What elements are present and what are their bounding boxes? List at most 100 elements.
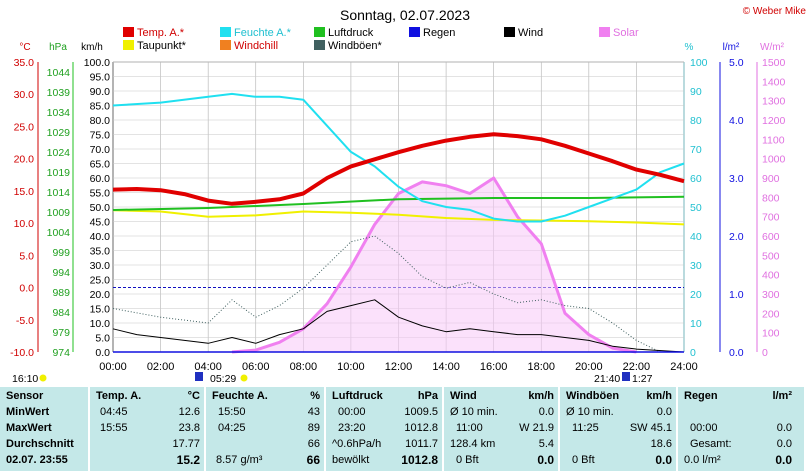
wind-tick-label: 60.0 xyxy=(90,173,111,185)
hum-current-value: 66 xyxy=(306,453,320,467)
solar-tick-label: 300 xyxy=(762,289,780,301)
pressure-tick-label: 999 xyxy=(52,247,70,259)
rain-tick-label: 5.0 xyxy=(729,57,744,69)
humidity-tick-label: 60 xyxy=(690,173,702,185)
legend-label: Taupunkt* xyxy=(137,40,187,52)
solar-area xyxy=(231,178,637,352)
pressure-tick-label: 984 xyxy=(52,307,70,319)
press-max-time: 23:20 xyxy=(338,422,366,434)
rain-tick-label: 1.0 xyxy=(729,289,744,301)
pressure-axis-unit: hPa xyxy=(49,42,67,53)
solar-axis-unit: W/m² xyxy=(760,42,785,53)
legend-swatch xyxy=(123,40,134,50)
wind-tick-label: 80.0 xyxy=(90,115,111,127)
humidity-tick-label: 30 xyxy=(690,260,702,272)
press-trend: ^0.6hPa/h xyxy=(332,438,382,450)
col-wind: Wind km/h Ø 10 min. 0.0 11:00 W 21.9 128.4 … xyxy=(442,387,558,471)
legend-label: Luftdruck xyxy=(328,27,374,39)
x-tick-label: 18:00 xyxy=(527,361,555,373)
temp-tick-label: 15.0 xyxy=(14,186,35,198)
wind-tick-label: 50.0 xyxy=(90,202,111,214)
x-tick-label: 22:00 xyxy=(623,361,651,373)
pressure-tick-label: 1034 xyxy=(47,107,71,119)
pressure-tick-label: 1014 xyxy=(47,187,71,199)
legend-swatch xyxy=(123,27,134,37)
wind-beaufort: 0 Bft xyxy=(456,454,479,466)
legend-label: Solar xyxy=(613,27,639,39)
header-rain-unit: l/m² xyxy=(772,390,792,402)
row-label-current: 02.07. 23:55 xyxy=(6,454,68,466)
rain-tick-label: 0.0 xyxy=(729,347,744,359)
header-pressure: Luftdruck xyxy=(332,390,383,402)
legend-label: Windböen* xyxy=(328,40,383,52)
temp-max-time: 15:55 xyxy=(100,422,128,434)
chart-legend: Temp. A.* Feuchte A.* Luftdruck Regen Wind So… xyxy=(123,27,639,52)
temp-max-value: 23.8 xyxy=(178,422,200,434)
wind-tick-label: 90.0 xyxy=(90,86,111,98)
x-tick-label: 06:00 xyxy=(242,361,270,373)
legend-swatch xyxy=(504,27,515,37)
col-pressure: Luftdruck hPa 00:00 1009.5 23:20 1012.8 ^0.… xyxy=(324,387,442,471)
wind-distance: 128.4 km xyxy=(450,438,496,450)
solar-tick-label: 900 xyxy=(762,173,780,185)
legend-swatch xyxy=(409,27,420,37)
humidity-tick-label: 90 xyxy=(690,86,702,98)
press-max-value: 1012.8 xyxy=(404,422,438,434)
legend-swatch xyxy=(314,27,325,37)
temp-tick-label: 30.0 xyxy=(14,89,35,101)
pressure-tick-label: 994 xyxy=(52,267,70,279)
temp-min-time: 04:45 xyxy=(100,406,128,418)
press-min-time: 00:00 xyxy=(338,406,366,418)
wind-tick-label: 85.0 xyxy=(90,101,111,113)
rain-tick-label: 3.0 xyxy=(729,173,744,185)
chart-series xyxy=(112,92,685,354)
temp-tick-label: 35.0 xyxy=(14,57,35,69)
wind-tick-label: 70.0 xyxy=(90,144,111,156)
wind-tick-label: 0.0 xyxy=(95,347,110,359)
header-temp: Temp. A. xyxy=(96,390,142,402)
pressure-tick-label: 1044 xyxy=(47,67,71,79)
gust-min-value: 0.0 xyxy=(656,406,672,418)
humidity-tick-label: 20 xyxy=(690,289,702,301)
rain-tick-label: 2.0 xyxy=(729,231,744,243)
legend-label: Regen xyxy=(423,27,455,39)
humidity-tick-label: 50 xyxy=(690,202,702,214)
rain-max-time: 00:00 xyxy=(690,422,718,434)
header-wind: Wind xyxy=(450,390,477,402)
gusts-series xyxy=(112,235,661,353)
header-temp-unit: °C xyxy=(187,390,200,402)
press-current-value: 1012.8 xyxy=(401,453,438,467)
row-label-min: MinWert xyxy=(6,406,50,418)
pressure-tick-label: 1004 xyxy=(47,227,71,239)
gust-avg-value: 18.6 xyxy=(650,438,672,450)
wind-tick-label: 40.0 xyxy=(90,231,111,243)
sun-info: 16:10 05:29 21:40 1:27 xyxy=(12,372,653,385)
humidity-axis-unit: % xyxy=(685,42,694,53)
temp-tick-label: -10.0 xyxy=(10,347,34,359)
sunset-time: 21:40 xyxy=(594,373,620,385)
rain-rate: 0.0 l/m² xyxy=(684,454,721,466)
wind-tick-label: 35.0 xyxy=(90,246,111,258)
sunrise-time: 05:29 xyxy=(210,373,236,385)
x-tick-label: 00:00 xyxy=(99,361,127,373)
wind-series xyxy=(112,299,685,353)
press-min-value: 1009.5 xyxy=(404,406,438,418)
wind-tick-label: 55.0 xyxy=(90,188,111,200)
stats-table: Sensor MinWert MaxWert Durchschnitt 02.0… xyxy=(0,387,804,471)
solar-tick-label: 1400 xyxy=(762,76,786,88)
wind-min-label: Ø 10 min. xyxy=(450,406,498,418)
wind-axis-unit: km/h xyxy=(81,42,103,53)
wind-tick-label: 45.0 xyxy=(90,217,111,229)
row-label-max: MaxWert xyxy=(6,422,52,434)
temp-tick-label: -5.0 xyxy=(16,315,34,327)
solar-tick-label: 1100 xyxy=(762,134,785,146)
humidity-tick-label: 0 xyxy=(690,347,696,359)
solar-tick-label: 0 xyxy=(762,347,768,359)
header-rain: Regen xyxy=(684,390,718,402)
moonrise-time: 1:27 xyxy=(632,373,653,385)
temp-avg-value: 17.77 xyxy=(172,438,200,450)
pressure-tick-label: 1019 xyxy=(47,167,71,179)
wind-tick-label: 5.0 xyxy=(95,333,110,345)
humidity-tick-label: 80 xyxy=(690,115,702,127)
gust-beaufort: 0 Bft xyxy=(572,454,595,466)
